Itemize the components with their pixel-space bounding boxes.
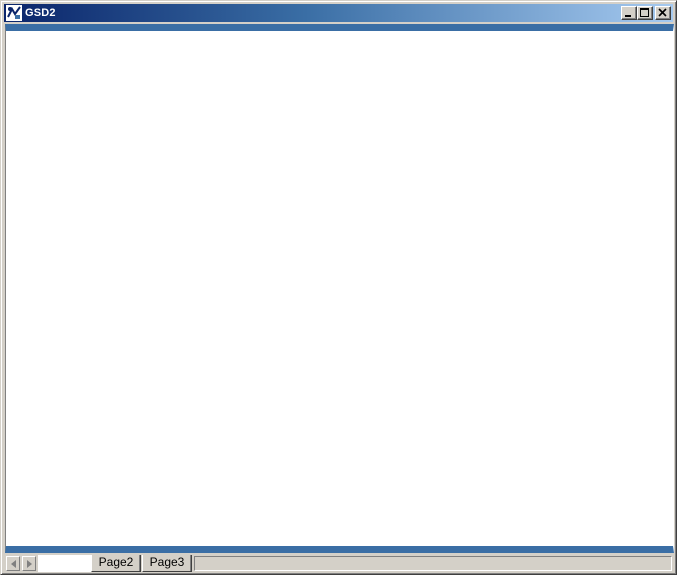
app-icon[interactable] — [6, 5, 22, 21]
scroll-tabs-right-button[interactable] — [22, 556, 36, 571]
scroll-tabs-left-button[interactable] — [6, 556, 20, 571]
close-button[interactable] — [655, 6, 671, 20]
horizontal-scroll-area[interactable] — [194, 556, 672, 571]
sheet-tab-bar: Page2 Page3 — [5, 555, 674, 572]
tab-page3[interactable]: Page3 — [142, 555, 192, 572]
maximize-icon — [640, 8, 649, 17]
tab-page2[interactable]: Page2 — [91, 555, 141, 572]
maximize-button[interactable] — [637, 6, 653, 20]
tab-page3-label: Page3 — [149, 555, 185, 569]
tab-page1[interactable] — [38, 555, 93, 572]
minimize-icon — [625, 15, 631, 17]
document-canvas[interactable] — [5, 24, 674, 553]
tab-page2-label: Page2 — [98, 555, 134, 569]
close-icon — [658, 8, 667, 17]
caption-buttons — [621, 6, 671, 20]
title-bar[interactable]: GSD2 — [4, 4, 673, 22]
minimize-button[interactable] — [621, 6, 637, 20]
window-title: GSD2 — [25, 7, 56, 19]
scroll-left-icon — [11, 560, 16, 568]
scroll-right-icon — [27, 560, 32, 568]
